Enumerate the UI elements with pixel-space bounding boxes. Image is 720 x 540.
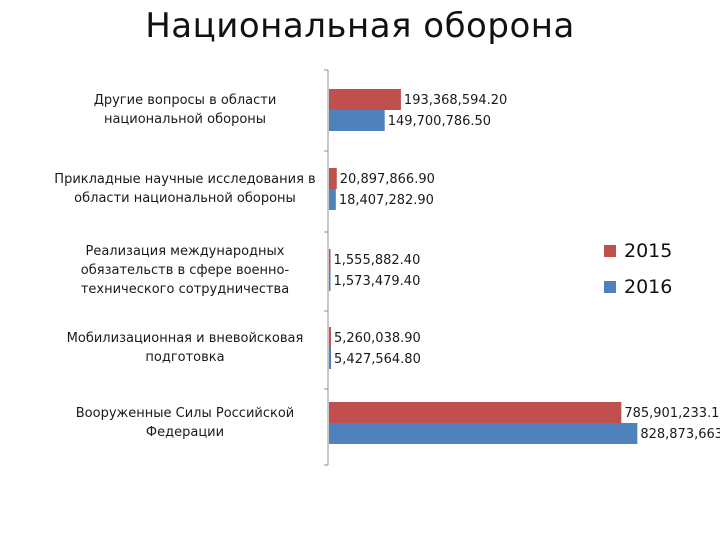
chart-title: Национальная оборона (145, 6, 575, 46)
category-label-line: национальной обороны (103, 112, 267, 127)
bar-2015-3 (329, 327, 331, 348)
bar-2015-0 (329, 89, 401, 110)
data-label-2016-1: 18,407,282.90 (339, 193, 434, 208)
bar-2016-1 (329, 189, 336, 210)
axis-group (324, 69, 329, 466)
bar-2016-4 (329, 423, 638, 444)
data-label-2015-3: 5,260,038.90 (334, 331, 421, 346)
data-label-2015-0: 193,368,594.20 (404, 93, 507, 108)
category-label-line: Прикладные научные исследования в (54, 172, 316, 187)
data-label-2016-0: 149,700,786.50 (388, 114, 491, 129)
legend-swatch-2015 (604, 245, 616, 257)
legend-item-2015: 2015 (604, 240, 672, 262)
data-label-2016-2: 1,573,479.40 (334, 274, 421, 289)
legend-item-2016: 2016 (604, 276, 672, 298)
category-label-line: Реализация международных (85, 243, 285, 259)
bar-2016-0 (329, 110, 385, 131)
category-label-line: Вооруженные Силы Российской (75, 406, 295, 421)
category-label-4: Вооруженные Силы Российской Федерации (50, 404, 320, 442)
category-label-line: технического сотрудничества (80, 281, 290, 297)
category-label-1: Прикладные научные исследования в области… (50, 170, 320, 208)
category-label-line: Федерации (145, 425, 225, 440)
category-label-line: области национальной обороны (74, 191, 296, 206)
legend-label-2015: 2015 (624, 240, 673, 262)
bars-group (329, 89, 638, 444)
category-label-line: Другие вопросы в области (93, 93, 277, 108)
bar-2015-1 (329, 168, 337, 189)
data-label-2015-1: 20,897,866.90 (340, 172, 435, 187)
bar-2015-4 (329, 402, 622, 423)
value-labels-group: 193,368,594.20 149,700,786.50 20,897,866.9… (334, 93, 720, 442)
data-label-2016-3: 5,427,564.80 (334, 352, 421, 367)
data-label-2016-4: 828,873,663.20 (640, 427, 720, 442)
bar-2015-2 (329, 249, 331, 270)
legend-label-2016: 2016 (624, 276, 673, 298)
legend-swatch-2016 (604, 281, 616, 293)
bar-2016-3 (329, 348, 332, 369)
category-label-line: подготовка (145, 350, 225, 365)
category-label-line: обязательств в сфере военно- (80, 262, 290, 278)
data-label-2015-4: 785,901,233.10 (624, 406, 720, 421)
data-label-2015-2: 1,555,882.40 (334, 253, 421, 268)
category-label-0: Другие вопросы в области национальной обо… (50, 91, 320, 129)
category-label-3: Мобилизационная и вневойсковая подготовка (50, 329, 320, 367)
category-label-line: Мобилизационная и вневойсковая (66, 331, 304, 346)
bar-2016-2 (329, 270, 331, 291)
category-label-2: Реализация международных обязательств в с… (50, 242, 320, 299)
